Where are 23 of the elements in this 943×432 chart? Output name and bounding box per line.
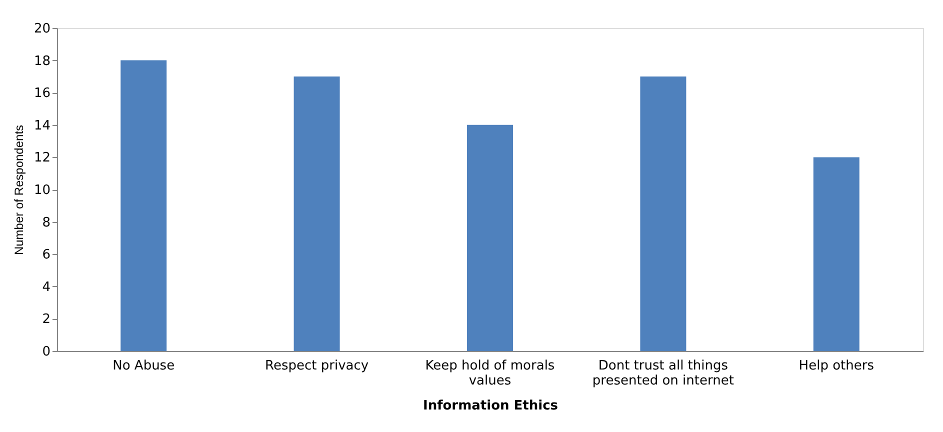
y-tick-label: 18 [34, 54, 50, 69]
y-tick-label: 16 [34, 86, 50, 102]
bar [294, 76, 340, 351]
bar [640, 76, 686, 351]
y-tick-label: 12 [34, 150, 50, 166]
y-tick-label: 20 [34, 22, 50, 36]
y-tick-label: 6 [42, 248, 50, 263]
x-tick-label: Keep hold of morals values [425, 358, 555, 388]
x-tick-label: Help others [798, 358, 874, 374]
x-tick-label: No Abuse [112, 358, 175, 374]
y-tick-label: 2 [42, 312, 50, 328]
x-axis-title: Information Ethics [422, 398, 558, 414]
x-tick-label: Dont trust all things presented on internet [592, 358, 734, 388]
x-tick-label: Respect privacy [265, 358, 369, 374]
y-tick-label: 8 [42, 215, 50, 230]
y-axis-title: Number of Respondents [12, 124, 26, 256]
y-tick-label: 0 [42, 344, 50, 360]
y-tick-label: 10 [34, 183, 50, 198]
y-tick-label: 14 [34, 118, 50, 134]
bar [120, 60, 167, 351]
bar [467, 124, 513, 351]
bar [813, 157, 860, 351]
y-tick-label: 4 [42, 280, 50, 295]
